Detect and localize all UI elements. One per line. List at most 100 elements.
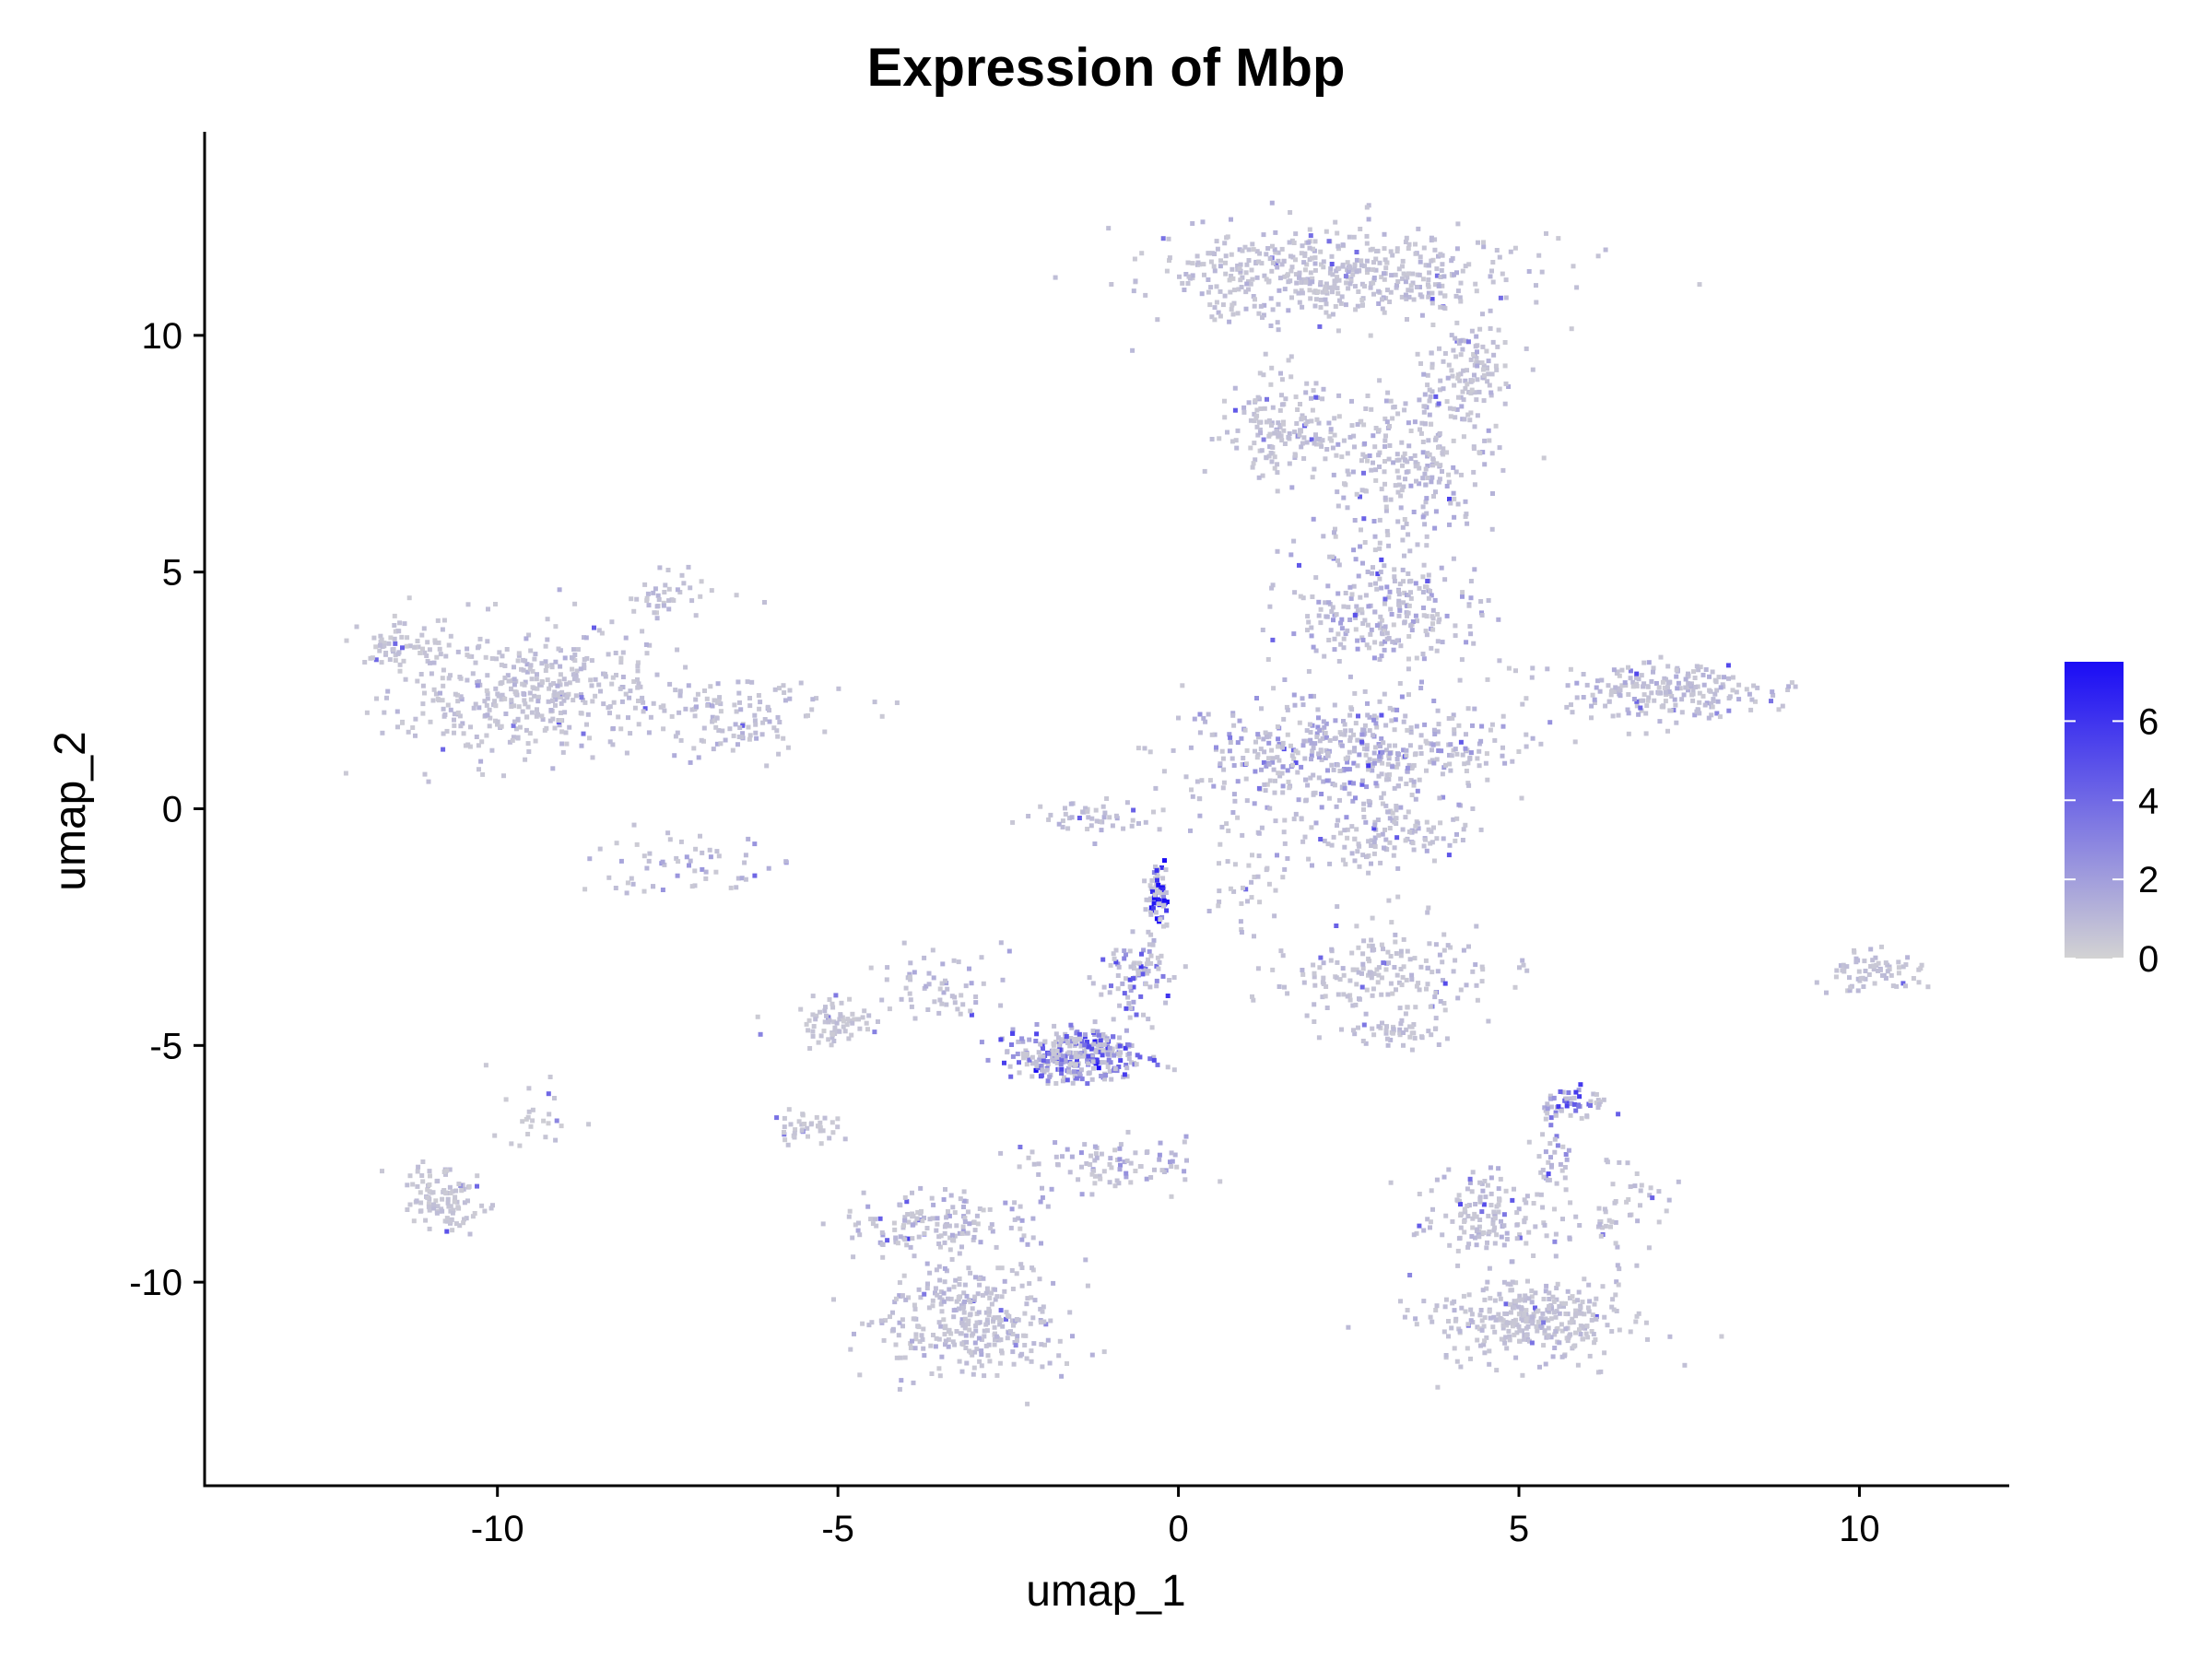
- cell-point: [1347, 791, 1352, 796]
- cell-point: [1535, 1308, 1541, 1313]
- cell-point: [1424, 632, 1430, 638]
- cell-point: [1371, 433, 1376, 439]
- cell-point: [675, 587, 680, 593]
- cell-point: [919, 1333, 924, 1338]
- cell-point: [1347, 264, 1352, 269]
- cell-point: [1143, 982, 1148, 987]
- cell-point: [1228, 735, 1233, 740]
- cell-point: [1034, 1063, 1040, 1068]
- cell-point: [344, 638, 349, 643]
- cell-point: [1208, 285, 1214, 290]
- cell-point: [655, 593, 661, 598]
- cell-point: [1128, 1006, 1134, 1011]
- cell-point: [1513, 668, 1518, 674]
- cell-point: [1423, 500, 1429, 505]
- cell-point: [343, 771, 348, 776]
- cell-point: [1726, 676, 1731, 681]
- cell-point: [1392, 579, 1397, 583]
- cell-point: [426, 1204, 431, 1209]
- cell-point: [405, 635, 410, 641]
- cell-point: [940, 961, 946, 967]
- cell-point: [1390, 1030, 1395, 1036]
- cell-point: [554, 1118, 559, 1124]
- cell-point: [1182, 1139, 1187, 1145]
- cell-point: [1610, 1297, 1616, 1302]
- cell-point: [436, 640, 441, 645]
- cell-point: [905, 1236, 911, 1241]
- cell-point: [1386, 743, 1392, 748]
- cell-point: [1232, 288, 1237, 293]
- cell-point: [533, 738, 538, 744]
- cell-point: [1430, 456, 1436, 462]
- cell-point: [1711, 697, 1716, 702]
- cell-point: [1369, 406, 1374, 412]
- cell-point: [1396, 457, 1402, 463]
- cell-point: [1600, 1284, 1606, 1289]
- cell-point: [1465, 1204, 1470, 1208]
- cell-point: [1364, 784, 1370, 790]
- cell-point: [1357, 752, 1362, 758]
- cell-point: [1147, 942, 1152, 947]
- cell-point: [944, 1215, 949, 1220]
- cell-point: [1042, 1342, 1047, 1347]
- cell-point: [753, 722, 759, 727]
- cell-point: [1342, 782, 1347, 787]
- cell-point: [679, 572, 685, 578]
- cell-point: [444, 1229, 450, 1234]
- cell-point: [1124, 1006, 1129, 1011]
- cell-point: [1288, 354, 1294, 359]
- cell-point: [572, 653, 578, 657]
- cell-point: [961, 1205, 966, 1209]
- cell-point: [1227, 748, 1232, 754]
- cell-point: [1025, 1401, 1030, 1406]
- cell-point: [1666, 679, 1672, 685]
- cell-point: [1401, 454, 1406, 460]
- cell-point: [418, 1200, 424, 1206]
- cell-point: [998, 1337, 1004, 1343]
- cell-point: [548, 682, 554, 688]
- cell-point: [1466, 1203, 1472, 1208]
- cell-point: [1325, 583, 1331, 589]
- cell-point: [1526, 1296, 1532, 1301]
- cell-point: [1365, 712, 1371, 718]
- cell-point: [945, 986, 950, 992]
- cell-point: [905, 1212, 911, 1217]
- cell-point: [712, 718, 718, 724]
- cell-point: [1466, 603, 1472, 608]
- cell-point: [1157, 959, 1162, 965]
- cell-point: [1428, 1004, 1433, 1009]
- cell-point: [1362, 747, 1367, 751]
- cell-point: [1414, 724, 1419, 729]
- cell-point: [1675, 686, 1680, 691]
- cell-point: [1315, 289, 1321, 294]
- cell-point: [809, 707, 815, 712]
- cell-point: [443, 1171, 448, 1177]
- cell-point: [1027, 1037, 1032, 1042]
- cell-point: [1128, 1180, 1134, 1185]
- cell-point: [1434, 648, 1440, 653]
- cell-point: [535, 672, 539, 677]
- cell-point: [1301, 435, 1307, 441]
- cell-point: [1573, 1089, 1579, 1095]
- cell-point: [1423, 482, 1429, 488]
- cell-point: [1421, 371, 1427, 377]
- cell-point: [1319, 805, 1324, 810]
- cell-point: [1465, 382, 1470, 387]
- cell-point: [1298, 402, 1302, 406]
- cell-point: [1468, 1318, 1474, 1324]
- cell-point: [486, 606, 490, 612]
- cell-point: [1290, 747, 1296, 753]
- cell-point: [1508, 1310, 1513, 1315]
- cell-point: [1638, 698, 1643, 703]
- cell-point: [1400, 463, 1405, 468]
- cell-point: [420, 1179, 426, 1184]
- cell-point: [1332, 432, 1337, 438]
- cell-point: [1525, 1324, 1531, 1329]
- cell-point: [1101, 984, 1107, 990]
- cell-point: [1069, 1054, 1074, 1060]
- cell-point: [1364, 642, 1370, 648]
- cell-point: [1222, 398, 1227, 404]
- cell-point: [1397, 607, 1403, 613]
- cell-point: [613, 651, 618, 655]
- cell-point: [814, 696, 819, 701]
